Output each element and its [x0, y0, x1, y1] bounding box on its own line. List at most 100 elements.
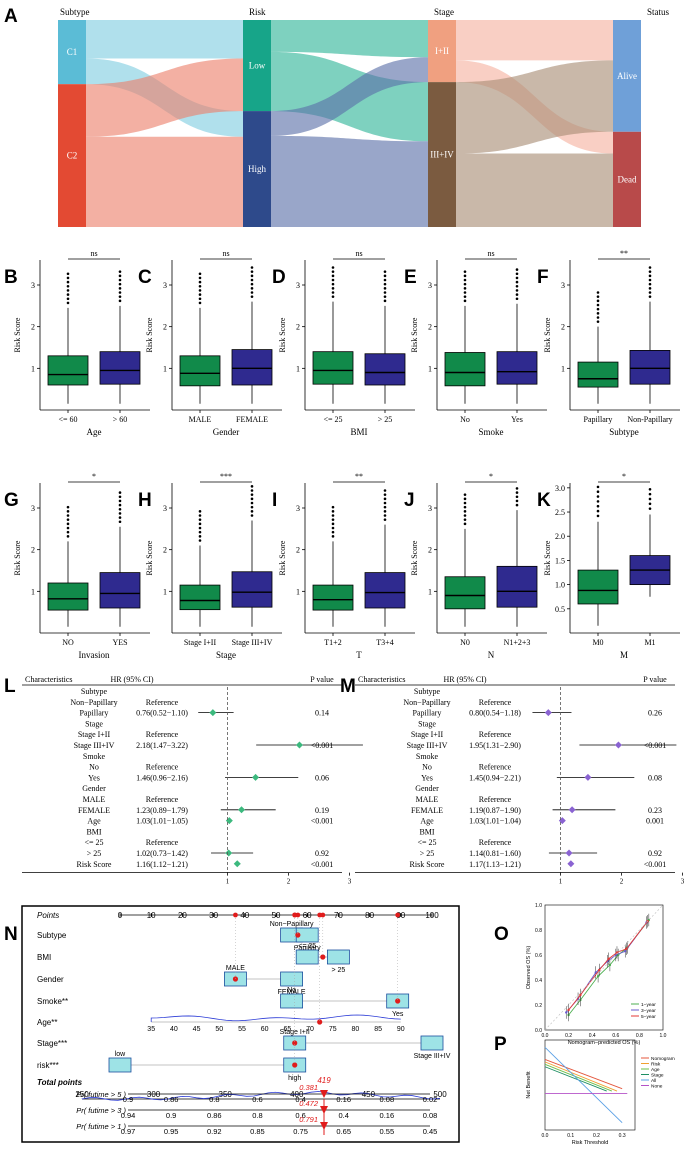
- sankey-node-Alive: [613, 20, 641, 132]
- outlier: [118, 512, 122, 515]
- outlier: [383, 270, 387, 273]
- y-axis-label: Risk Score: [410, 317, 419, 352]
- outlier: [250, 489, 254, 492]
- outlier: [596, 295, 600, 298]
- y-tick-label: 1: [561, 364, 565, 373]
- flow-high-early: [271, 57, 428, 136]
- x-tick-label: MALE: [189, 415, 212, 424]
- row-pvalue: <0.001: [311, 817, 334, 826]
- outlier: [250, 274, 254, 278]
- y-tick-label: 3: [31, 281, 35, 290]
- category-box: [108, 1057, 132, 1073]
- outlier: [596, 504, 600, 508]
- x-axis-label: Age: [87, 427, 102, 437]
- panel-letter-L: L: [4, 676, 16, 697]
- series-point: [607, 957, 610, 960]
- outlier: [596, 316, 600, 319]
- x-axis-label: Stage: [216, 650, 236, 660]
- outlier: [383, 489, 387, 492]
- sankey-node-label: Low: [249, 61, 266, 71]
- prob-value: 0.791: [299, 1115, 318, 1124]
- sankey-axis-title: Status: [647, 7, 670, 17]
- plot-frame: [544, 1039, 636, 1131]
- category-label: high: [288, 1075, 301, 1082]
- total-tick-label: 300: [147, 1090, 161, 1099]
- outlier: [596, 490, 600, 494]
- panel-n-nomogram: Points 0 10 20 30 40 50 60 70 80 90 100 Subtype Non−P…: [21, 905, 460, 1143]
- outlier: [198, 289, 202, 292]
- y-tick-label: 1.0: [535, 903, 542, 909]
- y-axis-label: Risk Score: [145, 540, 154, 575]
- outlier: [463, 287, 467, 290]
- y-tick-label: 1.0: [555, 581, 565, 590]
- boxplot-C: 1 2 3 Risk Score MALE FEMALE ns Gender: [145, 249, 282, 437]
- box: [577, 361, 619, 388]
- outlier: [515, 284, 519, 288]
- outlier: [331, 505, 335, 509]
- row-hr: Reference: [479, 838, 512, 847]
- outlier: [648, 278, 652, 282]
- sankey-node-label: Alive: [617, 71, 637, 81]
- hr-marker: [252, 773, 260, 781]
- box: [364, 572, 406, 609]
- row-label: Stage III+IV: [74, 741, 115, 750]
- x-tick-label: 1: [226, 878, 230, 886]
- outlier: [118, 516, 122, 519]
- outlier: [198, 539, 202, 542]
- series-point: [594, 971, 597, 974]
- x-axis-label: Risk Threshold: [572, 1140, 609, 1146]
- points-tick-label: 60: [303, 911, 312, 920]
- x-axis-label: Smoke: [478, 427, 503, 437]
- outlier: [250, 270, 254, 273]
- row-hr: 2.18(1.47−3.22): [136, 741, 188, 750]
- y-axis-label: Risk Score: [543, 317, 552, 352]
- outlier: [250, 295, 254, 298]
- prob-tick-label: 0.4: [295, 1095, 305, 1104]
- outlier: [515, 499, 519, 503]
- boxplot-panels: 1 2 3 Risk Score <= 60 > 60 ns Age 1 2 3 Risk Score…: [13, 249, 680, 660]
- points-tick-label: 40: [240, 911, 249, 920]
- legend-label: None: [651, 1083, 663, 1089]
- x-tick-label: <= 60: [58, 415, 77, 424]
- row-pvalue: 0.26: [648, 709, 662, 718]
- box: [496, 565, 538, 608]
- x-tick-label: Yes: [511, 415, 523, 424]
- outlier: [648, 266, 652, 269]
- outlier: [66, 280, 70, 284]
- selected-point: [295, 932, 301, 938]
- y-tick-label: 1: [296, 364, 300, 373]
- selected-point: [317, 1019, 323, 1025]
- outlier: [118, 299, 122, 303]
- row-hr: Reference: [479, 763, 512, 772]
- outlier: [596, 312, 600, 315]
- outlier: [596, 291, 600, 294]
- panel-letter-B: B: [4, 267, 18, 288]
- outlier: [250, 510, 254, 513]
- legend-label: Stage: [651, 1072, 664, 1078]
- outlier: [198, 301, 202, 305]
- outlier: [596, 303, 600, 307]
- total-tick-label: 250: [75, 1090, 89, 1099]
- y-axis-label: Risk Score: [410, 540, 419, 575]
- outlier: [66, 522, 70, 526]
- outlier: [463, 505, 467, 509]
- outlier: [198, 272, 202, 276]
- panel-a-sankey: Subtype C1 C2 Risk Low High Stage I+II III+IV Sta…: [58, 7, 669, 227]
- hr-marker: [567, 860, 575, 868]
- prob-tick-label: 0.94: [121, 1111, 136, 1120]
- sankey-axis-title: Risk: [249, 7, 266, 17]
- y-tick-label: 2: [31, 323, 35, 332]
- outlier: [383, 274, 387, 278]
- sig-label: *: [489, 472, 493, 481]
- series-point: [624, 950, 627, 953]
- box: [577, 569, 619, 605]
- row-label: MALE: [83, 795, 106, 804]
- panel-letter-J: J: [404, 490, 415, 511]
- row-label: Non−Papillary: [70, 698, 117, 707]
- x-axis-label: Nomogram−predicted OS (%): [568, 1040, 641, 1046]
- y-tick-label: 2: [163, 546, 167, 555]
- series-line-Stage: [544, 1066, 607, 1092]
- boxplot-I: 1 2 3 Risk Score T1+2 T3+4 ** T: [278, 472, 415, 660]
- outlier: [331, 274, 335, 278]
- prob-tick-label: 0.65: [336, 1127, 351, 1136]
